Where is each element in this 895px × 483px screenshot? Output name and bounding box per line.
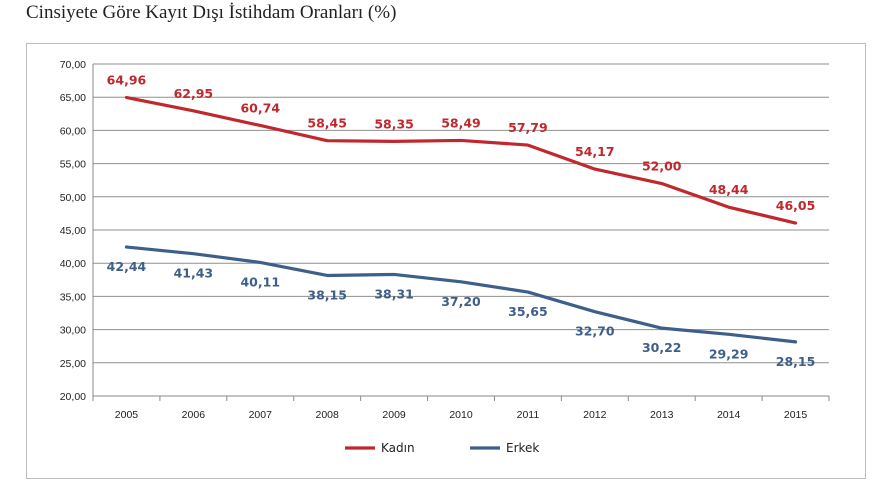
data-label: 54,17 <box>575 144 615 159</box>
y-tick-label: 60,00 <box>60 125 86 137</box>
x-tick-label: 2012 <box>583 409 607 421</box>
chart-frame <box>26 43 866 479</box>
x-tick-label: 2008 <box>316 409 340 421</box>
x-tick-label: 2015 <box>784 409 808 421</box>
legend-label: Erkek <box>506 441 539 455</box>
y-tick-label: 55,00 <box>60 159 86 171</box>
data-label: 58,45 <box>307 116 347 131</box>
data-label: 60,74 <box>240 100 280 115</box>
data-label: 38,15 <box>307 287 347 302</box>
data-label: 41,43 <box>174 266 214 281</box>
data-label: 30,22 <box>642 340 682 355</box>
y-tick-label: 45,00 <box>60 225 86 237</box>
x-tick-label: 2010 <box>449 409 473 421</box>
axes: 20,00 25,00 30,00 35,00 40,00 45,00 50,00 55,00… <box>60 59 830 421</box>
data-labels: 64,96 62,95 60,74 58,45 58,35 58,49 57,79 54,17… <box>107 72 816 368</box>
series-line-kadin <box>124 95 798 225</box>
legend: Kadın Erkek <box>345 441 539 455</box>
data-label: 62,95 <box>174 86 214 101</box>
page-title: Cinsiyete Göre Kayıt Dışı İstihdam Oranl… <box>26 2 397 23</box>
data-label: 46,05 <box>776 198 816 213</box>
series-line-erkek <box>124 245 798 344</box>
y-tick-label: 30,00 <box>60 325 86 337</box>
x-tick-label: 2005 <box>115 409 139 421</box>
y-tick-label: 40,00 <box>60 258 86 270</box>
x-tick-label: 2011 <box>517 409 540 421</box>
y-tick-label: 35,00 <box>60 291 86 303</box>
x-tick-label: 2006 <box>182 409 206 421</box>
data-label: 42,44 <box>107 259 147 274</box>
y-tick-label: 70,00 <box>60 59 86 71</box>
data-label: 52,00 <box>642 159 682 174</box>
data-label: 58,35 <box>374 116 414 131</box>
legend-label: Kadın <box>381 441 415 455</box>
series-lines <box>124 95 798 344</box>
y-tick-label: 65,00 <box>60 92 86 104</box>
data-label: 58,49 <box>441 115 481 130</box>
data-label: 57,79 <box>508 120 548 135</box>
grid-lines <box>93 63 829 397</box>
data-label: 64,96 <box>107 72 147 87</box>
x-tick-label: 2007 <box>249 409 273 421</box>
data-label: 48,44 <box>709 182 749 197</box>
x-tick-label: 2009 <box>382 409 406 421</box>
data-label: 40,11 <box>240 274 280 289</box>
x-tick-label: 2013 <box>650 409 674 421</box>
data-label: 28,15 <box>776 354 816 369</box>
y-tick-label: 50,00 <box>60 192 86 204</box>
data-label: 29,29 <box>709 346 749 361</box>
x-tick-label: 2014 <box>717 409 741 421</box>
data-label: 37,20 <box>441 294 481 309</box>
data-label: 38,31 <box>374 286 414 301</box>
y-tick-label: 20,00 <box>60 391 86 403</box>
data-label: 32,70 <box>575 324 615 339</box>
data-label: 35,65 <box>508 304 548 319</box>
y-tick-label: 25,00 <box>60 358 86 370</box>
